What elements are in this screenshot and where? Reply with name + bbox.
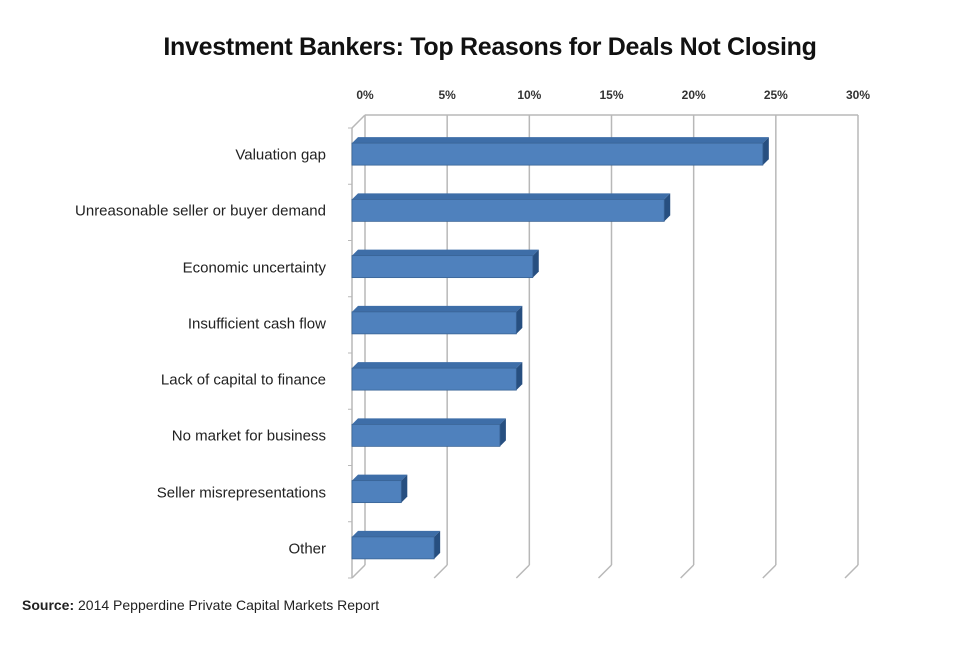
- bar: [351, 311, 517, 335]
- bar-top-face: [352, 530, 441, 537]
- source-note: Source: 2014 Pepperdine Private Capital …: [22, 597, 379, 613]
- bar-side-face: [434, 530, 441, 559]
- bar: [351, 423, 501, 447]
- floor-gridline: [762, 564, 777, 579]
- bar-top-face: [352, 249, 539, 256]
- bar-side-face: [516, 305, 523, 334]
- bar: [351, 480, 402, 504]
- x-tick-label: 10%: [517, 88, 542, 102]
- x-tick-label: 15%: [599, 88, 624, 102]
- category-label: No market for business: [171, 427, 326, 445]
- bar: [351, 142, 764, 166]
- category-label: Valuation gap: [235, 146, 326, 164]
- chart-title: Investment Bankers: Top Reasons for Deal…: [163, 33, 817, 61]
- category-label: Lack of capital to finance: [160, 371, 326, 389]
- bar-top-face: [352, 305, 523, 312]
- x-tick-label: 20%: [681, 88, 706, 102]
- floor-gridline: [680, 564, 695, 579]
- category-label: Economic uncertainty: [182, 259, 326, 277]
- bar-side-face: [499, 418, 506, 447]
- floor-gridline: [844, 564, 859, 579]
- x-tick-label: 5%: [438, 88, 456, 102]
- bar-top-face: [352, 362, 523, 369]
- bar: [351, 198, 665, 222]
- category-label: Seller misrepresentations: [156, 484, 326, 502]
- bar-side-face: [401, 474, 408, 503]
- bar-side-face: [664, 193, 671, 222]
- x-tick-label: 30%: [845, 88, 871, 102]
- bar-top-face: [352, 137, 769, 144]
- bar: [351, 255, 534, 279]
- bar-side-face: [762, 137, 769, 166]
- source-label: Source:: [22, 597, 75, 613]
- category-label: Insufficient cash flow: [187, 315, 326, 333]
- bar: [351, 367, 517, 391]
- x-tick-label: 0%: [356, 88, 374, 102]
- bar-side-face: [532, 249, 539, 278]
- bar-top-face: [352, 193, 671, 200]
- source-text: 2014 Pepperdine Private Capital Markets …: [74, 597, 380, 613]
- category-label: Other: [288, 540, 326, 558]
- floor-gridline: [597, 564, 613, 579]
- floor-gridline: [515, 564, 530, 579]
- bar-top-face: [352, 474, 408, 481]
- floor-gridline: [433, 564, 448, 579]
- bar-side-face: [516, 362, 523, 391]
- bar-top-face: [352, 418, 506, 425]
- category-label: Unreasonable seller or buyer demand: [75, 202, 326, 220]
- floor-gridline: [351, 564, 366, 579]
- x-tick-label: 25%: [763, 88, 788, 102]
- wall-edge: [351, 114, 366, 129]
- bar: [351, 536, 435, 560]
